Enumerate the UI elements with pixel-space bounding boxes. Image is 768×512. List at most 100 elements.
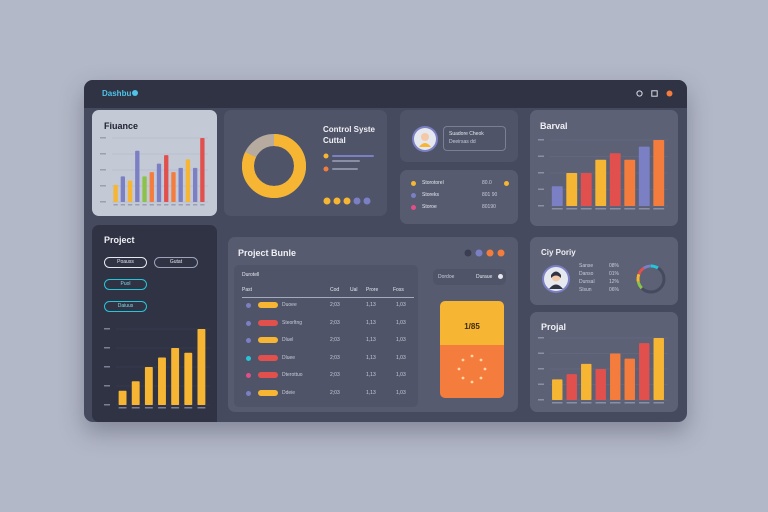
row-icon <box>246 303 251 308</box>
highlight-bottom <box>440 345 504 398</box>
bar <box>144 367 153 405</box>
row-cell: 1,03 <box>396 372 406 378</box>
bar <box>566 374 577 400</box>
city-stat-label: Slsun <box>579 287 592 293</box>
x-tick <box>595 208 607 210</box>
barval-card: Barval <box>530 110 678 226</box>
status-value: 80.0 <box>482 180 492 186</box>
city-stat-label: Sanse <box>579 263 594 269</box>
bar <box>135 150 140 202</box>
control-system-card: Control Syste Cuttal <box>224 110 387 216</box>
app-logo-icon <box>132 90 138 96</box>
project-chip-2[interactable]: Daiuus <box>104 301 147 312</box>
city-avatar[interactable] <box>541 264 571 294</box>
bar <box>624 358 635 400</box>
y-tick <box>538 368 544 370</box>
city-card: Ciy Poriy Sanse 08% Danso 01% Dunsal 12% Slsun… <box>530 237 678 305</box>
status-label: Storoe <box>422 204 437 210</box>
avatar[interactable] <box>411 125 439 153</box>
row-cell: 1,03 <box>396 337 406 343</box>
x-tick <box>158 407 166 409</box>
y-tick <box>104 404 110 406</box>
x-tick <box>610 402 621 404</box>
control-subtitle: Cuttal <box>323 136 346 145</box>
control-donut-chart <box>242 134 306 198</box>
y-tick <box>538 188 544 190</box>
finance-card: Fiuance <box>92 110 217 216</box>
y-tick <box>538 205 544 207</box>
row-name: Dluee <box>282 354 296 361</box>
x-tick <box>144 407 153 409</box>
control-dot <box>486 249 494 257</box>
row-cell: 1,03 <box>396 389 406 396</box>
refresh-icon[interactable] <box>636 90 643 97</box>
bar <box>551 186 563 206</box>
project-button-1[interactable]: Poauss <box>104 257 147 268</box>
bar <box>653 140 665 206</box>
column-header[interactable]: Cod <box>330 287 340 293</box>
projal-card: Projal <box>530 312 678 412</box>
x-tick <box>653 208 665 210</box>
bar <box>131 381 140 405</box>
column-header[interactable]: Ual <box>350 287 358 293</box>
x-tick <box>171 407 180 409</box>
view-toggle[interactable]: Dordoe Duraue <box>433 269 506 285</box>
status-list-card: Storotorel 80.0 Storeks 801 90 Storoe 80190 <box>400 170 518 224</box>
control-dot <box>464 249 472 257</box>
gauge-segment <box>642 264 651 270</box>
column-header[interactable]: Foss <box>393 287 404 293</box>
y-tick <box>538 383 544 385</box>
y-tick <box>538 337 544 339</box>
row-status-bar <box>258 337 278 343</box>
y-tick <box>104 366 110 368</box>
y-tick <box>538 155 544 157</box>
project-chip-1[interactable]: Puol <box>104 279 147 290</box>
status-dot <box>323 197 331 205</box>
gauge-segment <box>636 273 641 282</box>
project-button-2[interactable]: Gutat <box>154 257 198 268</box>
x-tick <box>197 407 206 409</box>
x-tick <box>200 204 205 206</box>
bar <box>164 155 169 202</box>
row-icon <box>246 355 251 361</box>
row-cell: 2;03 <box>330 389 340 396</box>
bar <box>552 379 563 400</box>
notification-icon[interactable] <box>666 90 673 97</box>
window-icon[interactable] <box>651 90 658 97</box>
row-name: Steorltng <box>282 319 303 326</box>
bar <box>184 352 193 405</box>
y-tick <box>538 399 544 401</box>
x-tick <box>595 402 606 404</box>
x-tick <box>135 204 140 206</box>
x-tick <box>653 402 664 404</box>
row-cell: 2;03 <box>330 372 340 378</box>
bar <box>171 172 176 202</box>
x-tick <box>552 402 563 404</box>
y-tick <box>538 172 544 174</box>
x-tick <box>184 407 193 409</box>
project-table-controls[interactable] <box>464 248 508 258</box>
dashboard-window: Dashbu Fiuance Control Syste Cuttal <box>84 80 687 422</box>
toggle-option-1[interactable]: Dordoe <box>438 274 455 280</box>
row-status-bar <box>258 354 278 361</box>
control-status-dots[interactable] <box>323 196 383 206</box>
y-tick <box>100 185 106 187</box>
row-icon <box>246 390 251 396</box>
row-name: Dluel <box>282 337 294 343</box>
bar <box>580 173 592 206</box>
highlight-value: 1/85 <box>464 322 480 331</box>
profile-info-box: Suadore Cheok Deeirsas dd <box>443 126 506 151</box>
column-header[interactable]: Past <box>242 287 253 293</box>
legend-dot-2 <box>323 166 329 172</box>
status-value: 801 90 <box>482 192 498 198</box>
row-cell: 1,13 <box>366 302 376 308</box>
project-side-card: Project Poauss Gutat Puol Daiuus <box>92 225 217 422</box>
x-tick <box>185 204 191 206</box>
barval-title: Barval <box>540 121 568 131</box>
row-status-bar <box>258 302 278 308</box>
x-tick <box>131 407 140 409</box>
column-header[interactable]: Prore <box>366 287 379 293</box>
toggle-option-2[interactable]: Duraue <box>476 274 493 280</box>
finance-bar-chart <box>100 137 208 206</box>
bar <box>127 180 133 202</box>
